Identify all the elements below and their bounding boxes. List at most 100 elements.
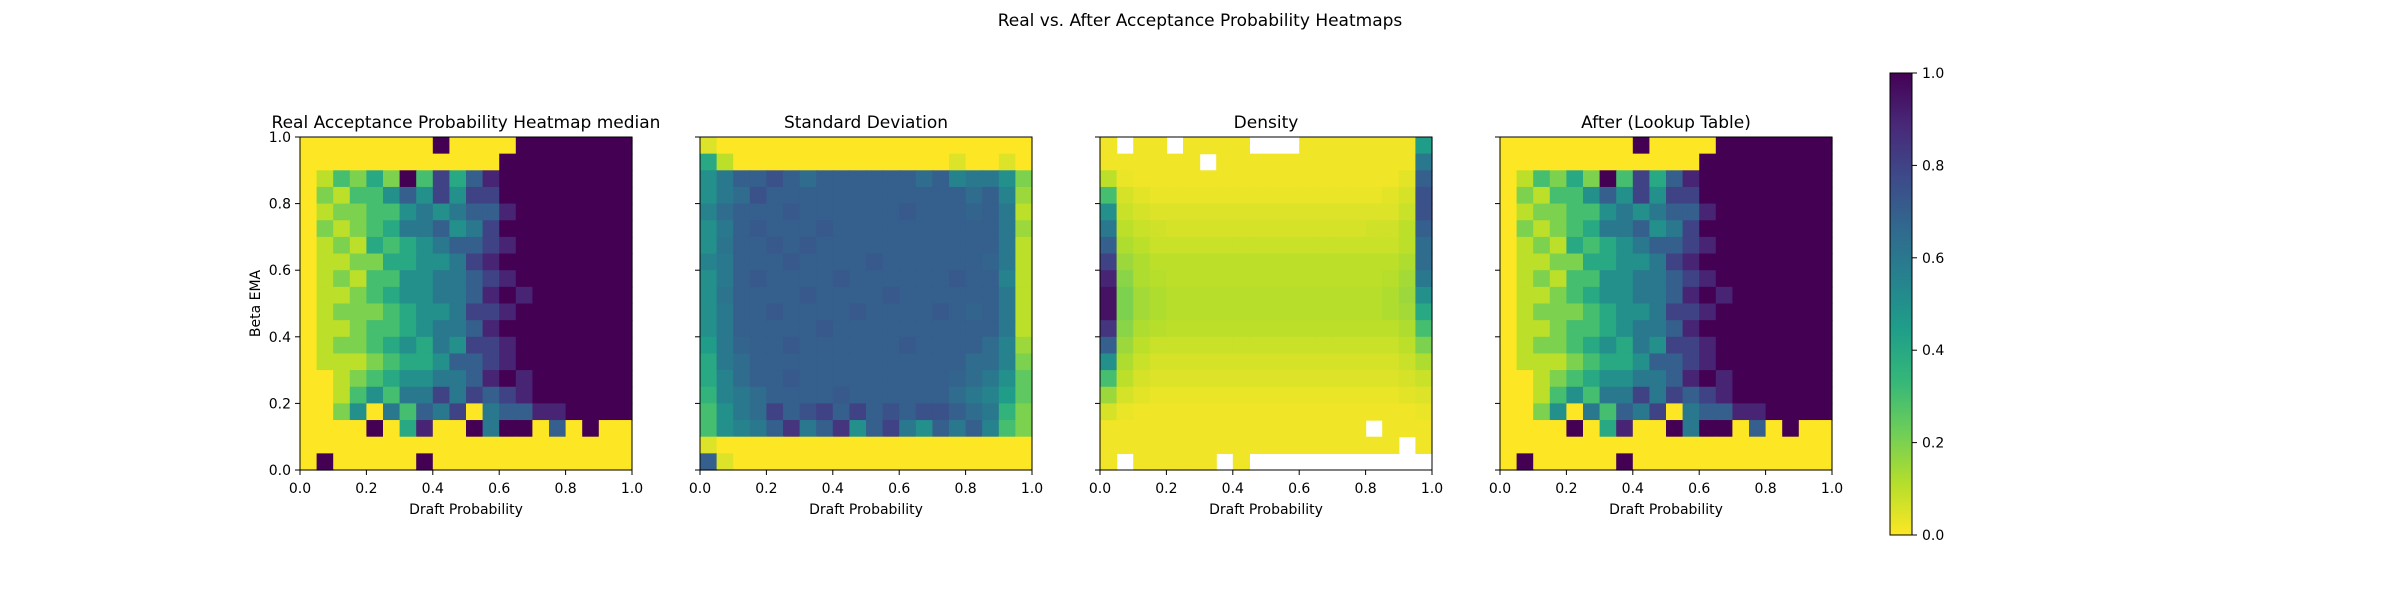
heatmap-cell [1349, 220, 1367, 238]
heatmap-cell [899, 403, 917, 421]
heatmap-cell [349, 270, 367, 288]
heatmap-cell [466, 436, 484, 454]
heatmap-cell [1533, 270, 1551, 288]
heatmap-cell [1332, 253, 1350, 271]
heatmap-cell [1216, 420, 1234, 438]
heatmap-cell [482, 370, 500, 388]
heatmap-cell [1566, 436, 1584, 454]
heatmap-cell [1649, 403, 1667, 421]
heatmap-cell [399, 386, 417, 404]
heatmap-cell [832, 420, 850, 438]
heatmap-cell [482, 137, 500, 155]
heatmap-cell [349, 436, 367, 454]
heatmap-cell [1715, 286, 1733, 305]
heatmap-cell [932, 186, 950, 205]
heatmap-cell [1266, 270, 1284, 288]
heatmap-cell [783, 336, 801, 355]
heatmap-cell [1798, 253, 1816, 271]
axes-frame [699, 136, 1033, 471]
heatmap-cell [1500, 353, 1518, 371]
heatmap-cell [333, 386, 351, 404]
heatmap-cell [1666, 220, 1684, 238]
heatmap-cell [466, 270, 484, 288]
heatmap-cell [1349, 320, 1367, 338]
heatmap-cell [1183, 203, 1201, 221]
heatmap-cell [1100, 386, 1118, 404]
heatmap-cell [383, 320, 401, 338]
heatmap-cell [1199, 336, 1217, 355]
heatmap-cell [915, 453, 933, 471]
heatmap-cell [932, 336, 950, 355]
heatmap-cell [899, 336, 917, 355]
heatmap-cell [783, 153, 801, 171]
heatmap-cell [449, 303, 467, 321]
heatmap-cell [1715, 253, 1733, 271]
heatmap-cell [1199, 137, 1217, 155]
heatmap-cell [766, 236, 784, 255]
heatmap-cell [1632, 253, 1650, 271]
heatmap-cell [1166, 386, 1184, 404]
heatmap-cell [399, 186, 417, 205]
heatmap-cell [1682, 270, 1700, 288]
heatmap-cell [1583, 353, 1601, 371]
heatmap-cell [849, 270, 867, 288]
heatmap-cell [816, 386, 834, 404]
heatmap-cell [1549, 170, 1567, 188]
heatmap-cell [1216, 353, 1234, 371]
heatmap-cell [383, 186, 401, 205]
heatmap-cell [1666, 286, 1684, 305]
heatmap-cell [1649, 286, 1667, 305]
heatmap-cell [700, 153, 718, 171]
heatmap-cell [932, 153, 950, 171]
heatmap-cell [349, 403, 367, 421]
heatmap-cell [783, 320, 801, 338]
heatmap-cell [366, 336, 384, 355]
heatmap-cell [432, 153, 450, 171]
axes-frame [1499, 136, 1833, 471]
heatmap-cell [1315, 236, 1333, 255]
heatmap-cell [1149, 353, 1167, 371]
heatmap-cell [399, 286, 417, 305]
heatmap-cell [1782, 403, 1800, 421]
heatmap-cell [598, 236, 616, 255]
heatmap-cell [915, 186, 933, 205]
heatmap-cell [383, 336, 401, 355]
heatmap-cell [1516, 270, 1534, 288]
heatmap-cell [1015, 286, 1033, 305]
heatmap-cell [532, 436, 550, 454]
heatmap-cell [1015, 153, 1033, 171]
heatmap-cell [1549, 253, 1567, 271]
heatmap-cell [1199, 320, 1217, 338]
heatmap-cell [766, 420, 784, 438]
heatmap-cell [1616, 236, 1634, 255]
heatmap-cell [532, 170, 550, 188]
heatmap-cell [949, 453, 967, 471]
heatmap-cell [1732, 220, 1750, 238]
heatmap-cell [716, 386, 734, 404]
heatmap-cell [1649, 336, 1667, 355]
heatmap-cell [949, 270, 967, 288]
heatmap-cell [1133, 186, 1151, 205]
heatmap-cell [1299, 253, 1317, 271]
heatmap-cell [615, 170, 633, 188]
heatmap-cell [1616, 270, 1634, 288]
heatmap-cell [1533, 203, 1551, 221]
heatmap-cell [383, 286, 401, 305]
heatmap-cell [998, 320, 1016, 338]
heatmap-cell [899, 153, 917, 171]
heatmap-cell [799, 453, 817, 471]
heatmap-cell [432, 453, 450, 471]
heatmap-cell [1199, 436, 1217, 454]
heatmap-cell [1533, 286, 1551, 305]
heatmap-cell [316, 253, 334, 271]
heatmap-cell [1815, 236, 1833, 255]
x-axis-label: Draft Probability [409, 502, 523, 518]
heatmap-cell [1782, 186, 1800, 205]
heatmap-cell [932, 137, 950, 155]
heatmap-cell [1666, 236, 1684, 255]
heatmap-cell [1533, 137, 1551, 155]
heatmap-cell [1749, 386, 1767, 404]
heatmap-cell [598, 203, 616, 221]
heatmap-cell [532, 336, 550, 355]
heatmap-cell [1149, 386, 1167, 404]
